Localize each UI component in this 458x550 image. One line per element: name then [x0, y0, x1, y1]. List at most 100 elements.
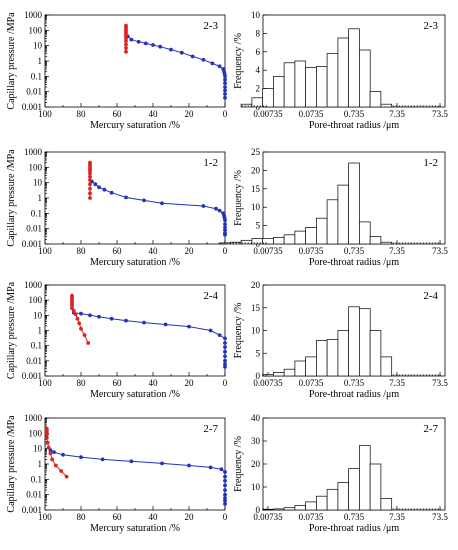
bar	[380, 498, 393, 511]
data-point	[201, 57, 206, 62]
data-point	[79, 455, 83, 459]
x-tick-label: 80	[77, 378, 87, 388]
data-point	[190, 54, 195, 59]
plot-frame	[44, 417, 226, 511]
bar	[294, 230, 307, 245]
x-tick-label: 7.35	[389, 109, 405, 119]
data-point	[223, 341, 227, 345]
bar	[359, 49, 371, 108]
x-tick-label: 73.5	[432, 246, 448, 256]
bar	[262, 508, 274, 511]
data-point	[136, 39, 141, 44]
data-point	[75, 316, 80, 321]
data-point	[88, 182, 92, 187]
data-point	[223, 474, 227, 479]
y-axis-label: Frequency /%	[233, 436, 244, 492]
sample-tag: 1-2	[203, 157, 218, 169]
y-tick-label: 10	[33, 444, 43, 454]
data-point	[223, 496, 227, 500]
y-tick-label: 10	[251, 326, 261, 336]
x-tick-label: 40	[149, 109, 159, 119]
x-tick-label: 0.735	[344, 512, 365, 522]
data-point	[208, 328, 213, 333]
y-tick-label: 0	[256, 505, 261, 515]
bar	[348, 306, 360, 377]
data-point	[70, 303, 74, 308]
y-tick-label: 0.01	[26, 87, 42, 97]
y-tick-label: 0.01	[26, 356, 42, 366]
data-point	[223, 365, 227, 369]
bar	[337, 184, 350, 245]
y-tick-label: 30	[251, 436, 261, 446]
x-tick-label: 73.5	[432, 512, 448, 522]
data-point	[223, 483, 227, 488]
frequency-chart-2-4: 0.00735 0.0735 0.735 7.35 73.5 0 5 10 15 20 Pore-t…	[233, 280, 448, 400]
imbibition-series	[125, 34, 227, 100]
bar	[369, 236, 382, 245]
bar	[273, 508, 285, 511]
bar	[283, 234, 296, 245]
sample-tag: 2-3	[423, 20, 438, 32]
data-point	[223, 345, 227, 349]
bar	[326, 488, 339, 511]
data-point	[142, 320, 146, 325]
x-tick-label: 73.5	[432, 378, 448, 388]
plot-frame	[44, 14, 226, 108]
bar	[305, 227, 317, 245]
y-tick-label: 1000	[24, 413, 43, 423]
y-tick-label: 8	[256, 28, 261, 38]
bar	[294, 505, 307, 511]
y-tick-label: 10	[33, 41, 43, 51]
y-axis-label: Frequency /%	[233, 303, 244, 359]
bar	[369, 463, 382, 511]
x-tick-label: 40	[149, 512, 159, 522]
data-point	[223, 502, 227, 506]
y-tick-label: 0.1	[31, 341, 42, 351]
data-point	[88, 191, 92, 196]
data-point	[88, 174, 92, 179]
bar	[369, 91, 382, 108]
data-point	[129, 37, 134, 42]
x-tick-label: 0.00735	[253, 378, 283, 388]
x-tick-label: 0.0735	[299, 512, 324, 522]
data-point	[79, 311, 83, 316]
sample-tag: 2-3	[203, 20, 218, 32]
x-tick-label: 80	[77, 512, 87, 522]
x-tick-label: 100	[38, 378, 52, 388]
data-point	[88, 178, 92, 182]
x-tick-label: 80	[77, 109, 87, 119]
x-tick-label: 0	[223, 246, 228, 256]
data-point	[223, 488, 227, 492]
bar	[348, 162, 360, 245]
y-tick-label: 4	[256, 65, 261, 75]
x-tick-label: 100	[38, 512, 52, 522]
data-point	[223, 349, 227, 354]
data-point	[97, 314, 101, 319]
x-tick-label: 0.00735	[253, 512, 283, 522]
y-tick-label: 0.001	[22, 505, 42, 515]
data-point	[97, 185, 101, 190]
bar	[273, 76, 285, 108]
x-tick-label: 0.0735	[299, 378, 324, 388]
y-tick-label: 1	[38, 326, 43, 336]
data-point	[223, 232, 227, 237]
frequency-chart-2-3: 0.007350.07350.7357.3573.50246810Pore-th…	[233, 10, 448, 131]
x-axis-label: Pore-throat radius /μm	[309, 120, 400, 131]
y-axis-label: Frequency /%	[233, 170, 244, 226]
frequency-chart-1-2: 0.00735 0.0735 0.735 7.35 73.5 0 5 10 15 20 25 Pore…	[218, 147, 448, 268]
y-tick-label: 0.001	[22, 102, 42, 112]
data-point	[44, 432, 49, 437]
data-point	[88, 171, 92, 176]
data-point	[219, 467, 224, 472]
y-tick-label: 40	[251, 413, 261, 423]
x-tick-label: 100	[38, 109, 52, 119]
x-tick-label: 80	[77, 246, 87, 256]
bar	[337, 482, 350, 511]
x-axis-label: Mercury saturation /%	[90, 389, 180, 400]
bar	[305, 501, 317, 511]
bar	[316, 340, 328, 377]
